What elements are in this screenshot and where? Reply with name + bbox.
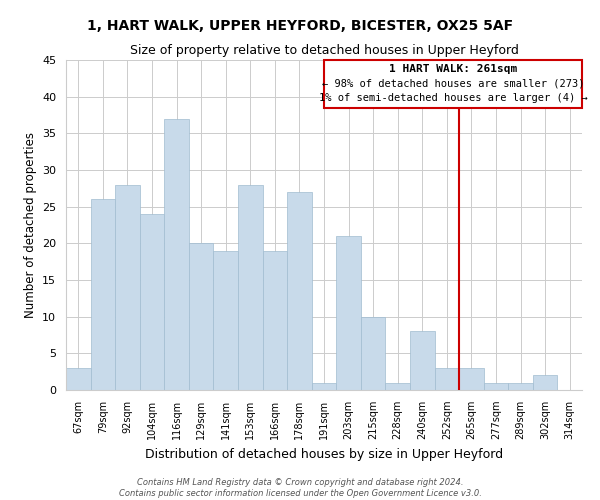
Text: Contains HM Land Registry data © Crown copyright and database right 2024.
Contai: Contains HM Land Registry data © Crown c… [119,478,481,498]
Bar [164,118,189,390]
Bar [189,244,214,390]
Text: 1, HART WALK, UPPER HEYFORD, BICESTER, OX25 5AF: 1, HART WALK, UPPER HEYFORD, BICESTER, O… [87,18,513,32]
Text: 1% of semi-detached houses are larger (4) →: 1% of semi-detached houses are larger (4… [319,93,587,103]
Bar [214,250,238,390]
Y-axis label: Number of detached properties: Number of detached properties [23,132,37,318]
X-axis label: Distribution of detached houses by size in Upper Heyford: Distribution of detached houses by size … [145,448,503,460]
Bar [263,250,287,390]
Bar [459,368,484,390]
Bar [140,214,164,390]
Bar [361,316,385,390]
Bar [115,184,140,390]
Bar [66,368,91,390]
Text: ← 98% of detached houses are smaller (273): ← 98% of detached houses are smaller (27… [322,78,584,88]
Bar [312,382,336,390]
Bar [238,184,263,390]
Bar [484,382,508,390]
FancyBboxPatch shape [324,60,582,108]
Title: Size of property relative to detached houses in Upper Heyford: Size of property relative to detached ho… [130,44,518,58]
Bar [410,332,434,390]
Bar [533,376,557,390]
Bar [508,382,533,390]
Bar [434,368,459,390]
Bar [287,192,312,390]
Text: 1 HART WALK: 261sqm: 1 HART WALK: 261sqm [389,64,517,74]
Bar [385,382,410,390]
Bar [336,236,361,390]
Bar [91,200,115,390]
